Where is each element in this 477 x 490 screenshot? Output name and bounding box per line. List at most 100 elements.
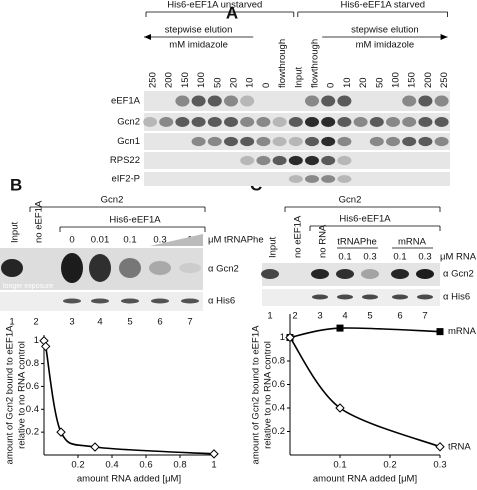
band (434, 136, 449, 147)
y-axis-label: amount of Gcn2 bound to eEF1A (5, 325, 16, 465)
y-tick-label: 0.4 (272, 403, 285, 414)
concentration: 0.01 (91, 235, 110, 246)
band (159, 117, 174, 127)
note: longer exposure (3, 283, 53, 290)
concentration: 0.3 (363, 252, 376, 263)
band (418, 136, 433, 147)
lane-label: 20 (229, 77, 240, 88)
gradient-wedge (150, 234, 203, 246)
lane-number: 3 (69, 317, 74, 328)
band (312, 294, 328, 300)
band (207, 95, 222, 107)
lane-label: no eEF1A (293, 215, 304, 258)
band (175, 117, 190, 127)
concentration: 0.1 (338, 252, 351, 263)
lane-label: flowthrough (277, 39, 288, 88)
blot (144, 172, 450, 186)
lane-number: 6 (157, 317, 162, 328)
y-axis-label: relative to no RNA control (17, 341, 28, 449)
band (305, 95, 319, 107)
y-axis-label: relative to no RNA control (263, 341, 274, 449)
band (224, 136, 238, 147)
subgroup-label: His6-eEF1A (339, 214, 391, 225)
lane-label: 50 (374, 77, 385, 88)
band (272, 117, 287, 127)
marker (209, 449, 219, 459)
band (362, 294, 378, 300)
lane-number: 2 (292, 311, 297, 322)
data-line (43, 337, 215, 455)
lane-label: 150 (180, 72, 191, 88)
concentration: 0.3 (153, 235, 166, 246)
band (321, 117, 336, 127)
lane-label: 0 (326, 83, 337, 88)
blot (144, 133, 450, 150)
lane-number: 1 (267, 311, 272, 322)
lane-number: 4 (97, 317, 102, 328)
y-tick-label: 0.6 (26, 381, 39, 392)
band (321, 155, 336, 166)
band (288, 155, 303, 166)
band (119, 258, 141, 278)
x-axis-label: amount RNA added [μM] (313, 474, 417, 485)
band (321, 136, 336, 147)
band (402, 95, 417, 107)
blot-label: α Gcn2 (443, 269, 474, 280)
concentration: 0.1 (393, 252, 406, 263)
blot-label: α His6 (443, 292, 470, 303)
lane-label: 50 (212, 77, 223, 88)
band (240, 117, 255, 127)
unit-label: μM RNA (440, 252, 477, 263)
band (434, 117, 449, 127)
marker (335, 403, 345, 413)
subgroup-label: mRNA (398, 237, 427, 248)
group-label: His6-eEF1A starved (341, 0, 425, 11)
band (305, 136, 319, 147)
blot-label: α Gcn2 (208, 264, 239, 275)
band (143, 117, 157, 127)
band (337, 175, 352, 183)
lane-label: 100 (391, 72, 402, 88)
elution-label: stepwise elution (165, 25, 233, 36)
y-tick-label: 1 (34, 335, 39, 346)
y-tick-label: 0.8 (26, 358, 39, 369)
marker (90, 442, 100, 452)
band (272, 136, 287, 147)
lane-label: 0 (261, 83, 272, 88)
group-label: His6-eEF1A unstarved (167, 0, 262, 11)
band (305, 155, 319, 166)
row-label: Gcn2 (117, 117, 140, 128)
band (321, 95, 336, 107)
data-line (289, 337, 441, 448)
lane-label: Input (10, 222, 21, 243)
x-tick-label: 0.1 (333, 460, 346, 471)
y-tick-label: 0.2 (272, 426, 285, 437)
series-label: tRNA (448, 441, 471, 452)
band (336, 269, 354, 279)
band (256, 136, 271, 147)
lane-label: 10 (342, 77, 353, 88)
band (207, 117, 222, 127)
band (151, 298, 169, 304)
band (63, 298, 81, 304)
band (91, 298, 109, 304)
band (288, 117, 303, 127)
band (272, 155, 287, 166)
y-tick-label: 1 (280, 332, 285, 343)
row-label: eEF1A (111, 96, 141, 107)
band (179, 263, 201, 273)
band (191, 136, 206, 147)
band (434, 95, 449, 107)
band (369, 136, 384, 147)
band (386, 136, 400, 147)
marker (56, 427, 66, 437)
band (240, 136, 255, 147)
lane-label: 100 (196, 72, 207, 88)
band (89, 254, 111, 282)
group-label: Gcn2 (339, 195, 362, 206)
row-label: eIF2-P (111, 174, 140, 185)
row-label: Gcn1 (117, 136, 140, 147)
lane-number: 7 (422, 311, 427, 322)
band (121, 298, 139, 304)
